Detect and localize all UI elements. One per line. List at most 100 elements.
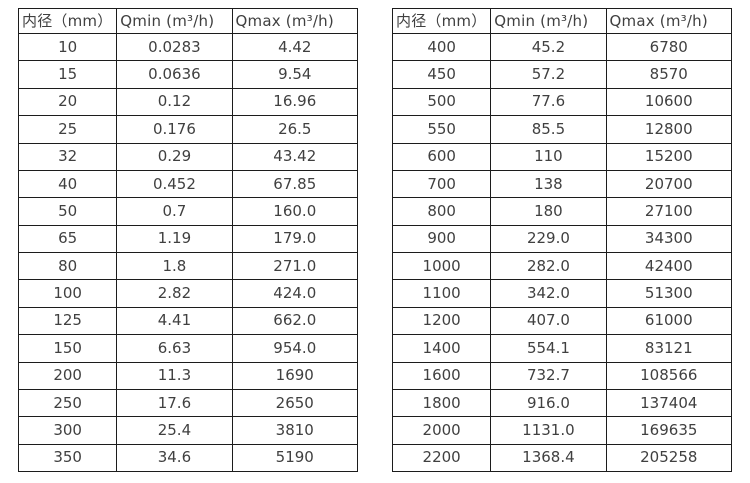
qmin-cell: 0.0283: [116, 32, 233, 62]
qmin-cell: 180: [490, 197, 607, 226]
table-row: 15 0.0636 9.54: [17, 60, 359, 89]
inner-diameter-cell: 900: [391, 224, 492, 254]
qmax-cell: 424.0: [231, 279, 359, 308]
table-row: 50 0.7 160.0: [17, 197, 359, 226]
table-row: 400 45.2 6780: [391, 32, 733, 62]
inner-diameter-cell: 32: [17, 142, 118, 171]
qmin-cell: 0.12: [116, 87, 233, 117]
qmin-cell: 229.0: [490, 224, 607, 254]
qmax-cell: 179.0: [231, 224, 359, 254]
inner-diameter-cell: 80: [17, 251, 118, 281]
col-header-qmax: Qmax (m³/h): [231, 8, 359, 34]
qmax-cell: 137404: [605, 388, 733, 418]
inner-diameter-cell: 350: [17, 443, 118, 473]
table-row: 2200 1368.4 205258: [391, 443, 733, 473]
qmin-cell: 1131.0: [490, 416, 607, 445]
table-row: 10 0.0283 4.42: [17, 32, 359, 62]
qmax-cell: 8570: [605, 60, 733, 89]
qmin-cell: 110: [490, 142, 607, 171]
table-row: 500 77.6 10600: [391, 87, 733, 117]
qmin-cell: 1368.4: [490, 443, 607, 473]
qmin-cell: 1.19: [116, 224, 233, 254]
table-row: 1100 342.0 51300: [391, 279, 733, 308]
inner-diameter-cell: 20: [17, 87, 118, 117]
inner-diameter-cell: 400: [391, 32, 492, 62]
inner-diameter-cell: 1200: [391, 306, 492, 336]
inner-diameter-cell: 40: [17, 169, 118, 199]
col-header-inner-diameter: 内径（mm）: [391, 8, 492, 34]
qmax-cell: 15200: [605, 142, 733, 171]
table-row: 1200 407.0 61000: [391, 306, 733, 336]
qmax-cell: 1690: [231, 361, 359, 390]
qmin-cell: 0.0636: [116, 60, 233, 89]
table-row: 20 0.12 16.96: [17, 87, 359, 117]
qmin-cell: 4.41: [116, 306, 233, 336]
inner-diameter-cell: 65: [17, 224, 118, 254]
table-row: 700 138 20700: [391, 169, 733, 199]
table-row: 32 0.29 43.42: [17, 142, 359, 171]
table-row: 600 110 15200: [391, 142, 733, 171]
inner-diameter-cell: 550: [391, 115, 492, 144]
col-header-qmin: Qmin (m³/h): [490, 8, 607, 34]
qmin-cell: 1.8: [116, 251, 233, 281]
table-row: 1400 554.1 83121: [391, 334, 733, 363]
table-row: 800 180 27100: [391, 197, 733, 226]
inner-diameter-cell: 250: [17, 388, 118, 418]
inner-diameter-cell: 100: [17, 279, 118, 308]
col-header-qmax: Qmax (m³/h): [605, 8, 733, 34]
table-row: 550 85.5 12800: [391, 115, 733, 144]
table-row: 900 229.0 34300: [391, 224, 733, 254]
inner-diameter-cell: 10: [17, 32, 118, 62]
qmax-cell: 5190: [231, 443, 359, 473]
qmin-cell: 11.3: [116, 361, 233, 390]
table-row: 250 17.6 2650: [17, 388, 359, 418]
table-row: 40 0.452 67.85: [17, 169, 359, 199]
qmax-cell: 12800: [605, 115, 733, 144]
qmax-cell: 27100: [605, 197, 733, 226]
qmax-cell: 662.0: [231, 306, 359, 336]
table-row: 100 2.82 424.0: [17, 279, 359, 308]
flow-range-table-small-diameters: 内径（mm） Qmin (m³/h) Qmax (m³/h) 10 0.0283…: [17, 8, 359, 473]
qmin-cell: 0.176: [116, 115, 233, 144]
qmin-cell: 407.0: [490, 306, 607, 336]
qmax-cell: 83121: [605, 334, 733, 363]
inner-diameter-cell: 700: [391, 169, 492, 199]
inner-diameter-cell: 1400: [391, 334, 492, 363]
table-row: 200 11.3 1690: [17, 361, 359, 390]
qmin-cell: 138: [490, 169, 607, 199]
col-header-qmin: Qmin (m³/h): [116, 8, 233, 34]
col-header-inner-diameter: 内径（mm）: [17, 8, 118, 34]
table-row: 1800 916.0 137404: [391, 388, 733, 418]
inner-diameter-cell: 15: [17, 60, 118, 89]
table-row: 80 1.8 271.0: [17, 251, 359, 281]
qmax-cell: 43.42: [231, 142, 359, 171]
qmin-cell: 25.4: [116, 416, 233, 445]
qmin-cell: 85.5: [490, 115, 607, 144]
qmax-cell: 42400: [605, 251, 733, 281]
inner-diameter-cell: 2200: [391, 443, 492, 473]
qmax-cell: 205258: [605, 443, 733, 473]
table-row: 125 4.41 662.0: [17, 306, 359, 336]
inner-diameter-cell: 300: [17, 416, 118, 445]
qmax-cell: 2650: [231, 388, 359, 418]
table-row: 2000 1131.0 169635: [391, 416, 733, 445]
qmin-cell: 916.0: [490, 388, 607, 418]
qmin-cell: 732.7: [490, 361, 607, 390]
table-row: 150 6.63 954.0: [17, 334, 359, 363]
inner-diameter-cell: 800: [391, 197, 492, 226]
qmin-cell: 34.6: [116, 443, 233, 473]
qmax-cell: 16.96: [231, 87, 359, 117]
qmax-cell: 4.42: [231, 32, 359, 62]
qmin-cell: 17.6: [116, 388, 233, 418]
inner-diameter-cell: 1800: [391, 388, 492, 418]
qmax-cell: 61000: [605, 306, 733, 336]
table-row: 1000 282.0 42400: [391, 251, 733, 281]
qmin-cell: 6.63: [116, 334, 233, 363]
qmax-cell: 26.5: [231, 115, 359, 144]
qmax-cell: 67.85: [231, 169, 359, 199]
inner-diameter-cell: 600: [391, 142, 492, 171]
table-row: 450 57.2 8570: [391, 60, 733, 89]
qmin-cell: 57.2: [490, 60, 607, 89]
qmin-cell: 0.452: [116, 169, 233, 199]
inner-diameter-cell: 1100: [391, 279, 492, 308]
